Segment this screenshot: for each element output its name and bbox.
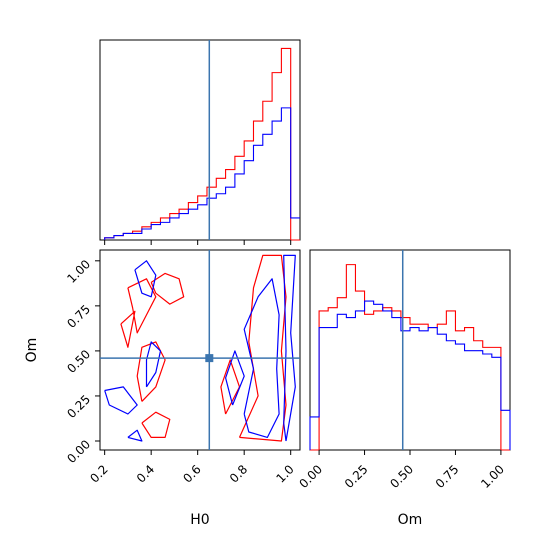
contour-red (220, 359, 241, 415)
contour-red (136, 341, 166, 402)
om-x-tick-label: 1.00 (478, 462, 507, 491)
contour-blue (283, 254, 296, 442)
contour-red (127, 278, 157, 334)
h0-histogram-ticks (104, 240, 292, 245)
contour-red (120, 310, 136, 348)
contour-frame (99, 249, 301, 451)
contour-x-tick-label: 0.8 (227, 462, 250, 485)
contour-x-tick-label: 0.2 (87, 462, 110, 485)
contour-x-tick-label: 1.0 (273, 462, 296, 485)
om-x-label: Om (398, 512, 423, 528)
contour-x-tick-label: 0.6 (180, 462, 203, 485)
om-hist-blue (309, 300, 511, 450)
contour-blue (145, 341, 162, 388)
h0-hist-blue (104, 107, 300, 240)
contour-panel: 0.2 0.4 0.6 0.8 1.0 0.000.250.500.751.00 H0 … (24, 249, 301, 528)
om-histogram-panel: 0.00 0.25 0.50 0.75 1.00 Om (296, 249, 511, 528)
contour-x-label: H0 (190, 512, 209, 528)
om-x-tick-label: 0.75 (433, 462, 462, 491)
om-histogram-series (309, 264, 511, 451)
contour-y-tick-label: 1.00 (64, 257, 93, 286)
contour-y-tick-label: 0.75 (64, 302, 93, 331)
om-x-ticks: 0.00 0.25 0.50 0.75 1.00 (296, 450, 507, 491)
contour-red (150, 272, 185, 305)
om-x-tick-label: 0.00 (296, 462, 325, 491)
om-x-tick-label: 0.25 (342, 462, 371, 491)
truth-marker (205, 354, 214, 363)
om-histogram-frame (309, 249, 511, 451)
h0-hist-red (104, 47, 300, 241)
contour-red (141, 411, 171, 438)
contour-blue (127, 429, 143, 442)
contour-blue (225, 350, 245, 406)
contour-blue (243, 278, 280, 438)
contour-y-tick-label: 0.50 (64, 347, 93, 376)
contour-y-ticks: 0.00 0.25 0.50 0.75 1.00 (64, 257, 100, 466)
h0-histogram-frame (99, 39, 301, 241)
om-x-tick-label: 0.50 (387, 462, 416, 491)
contour-series (104, 254, 296, 442)
om-hist-red (310, 264, 510, 451)
contour-x-ticks: 0.2 0.4 0.6 0.8 1.0 (87, 450, 297, 486)
contour-y-label: Om (24, 338, 40, 363)
h0-histogram-series (104, 47, 300, 241)
contour-blue (104, 386, 138, 415)
contour-x-tick-label: 0.4 (134, 462, 157, 485)
contour-y-tick-label: 0.00 (64, 437, 93, 466)
contour-y-tick-label: 0.25 (64, 392, 93, 421)
contour-blue (134, 260, 157, 298)
h0-histogram-panel (99, 39, 301, 245)
